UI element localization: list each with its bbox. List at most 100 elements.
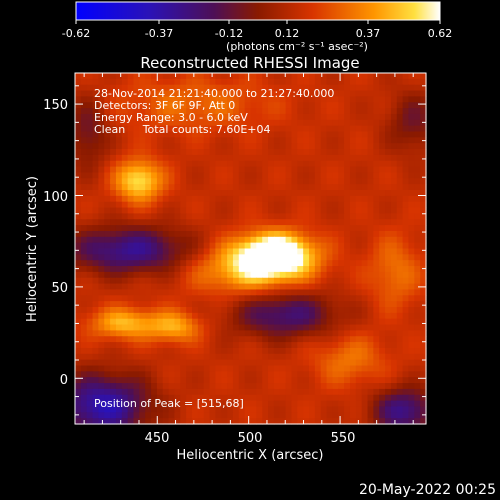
heatmap-cell xyxy=(344,266,351,273)
heatmap-cell xyxy=(80,213,88,220)
heatmap-cell xyxy=(174,347,181,355)
heatmap-cell xyxy=(279,342,287,349)
heatmap-cell xyxy=(379,388,386,396)
heatmap-cell xyxy=(285,108,293,115)
heatmap-cell xyxy=(285,353,293,361)
heatmap-cell xyxy=(145,342,152,349)
heatmap-cell xyxy=(203,336,211,343)
heatmap-cell xyxy=(268,73,275,80)
heatmap-cell xyxy=(133,219,140,226)
heatmap-cell xyxy=(121,307,129,314)
heatmap-cell xyxy=(75,248,82,255)
heatmap-cell xyxy=(414,195,421,203)
heatmap-cell xyxy=(285,102,293,109)
heatmap-cell xyxy=(303,178,310,185)
heatmap-cell xyxy=(197,283,205,291)
heatmap-cell xyxy=(104,184,111,191)
heatmap-cell xyxy=(227,195,234,203)
heatmap-cell xyxy=(297,412,304,419)
heatmap-cell xyxy=(390,394,398,402)
heatmap-cell xyxy=(262,377,269,384)
heatmap-cell xyxy=(121,266,129,273)
heatmap-cell xyxy=(80,342,88,349)
heatmap-cell xyxy=(349,289,357,296)
heatmap-cell xyxy=(121,90,129,97)
heatmap-cell xyxy=(209,336,216,343)
heatmap-cell xyxy=(303,236,310,244)
heatmap-cell xyxy=(162,400,170,408)
heatmap-cell xyxy=(273,125,281,133)
heatmap-cell xyxy=(355,342,363,349)
heatmap-cell xyxy=(209,277,216,285)
heatmap-cell xyxy=(402,190,410,197)
heatmap-cell xyxy=(361,225,369,232)
heatmap-cell xyxy=(168,178,176,185)
heatmap-cell xyxy=(121,242,129,250)
heatmap-cell xyxy=(408,330,415,337)
heatmap-cell xyxy=(244,184,252,191)
heatmap-cell xyxy=(162,330,170,337)
heatmap-cell xyxy=(338,108,345,115)
heatmap-cell xyxy=(273,277,281,285)
heatmap-cell xyxy=(379,73,386,80)
heatmap-cell xyxy=(344,289,351,296)
heatmap-cell xyxy=(361,219,369,226)
heatmap-cell xyxy=(92,195,99,203)
heatmap-cell xyxy=(215,131,222,138)
heatmap-cell xyxy=(390,160,398,168)
heatmap-cell xyxy=(221,137,228,144)
heatmap-cell xyxy=(390,406,398,413)
heatmap-cell xyxy=(390,266,398,273)
heatmap-cell xyxy=(115,394,123,402)
heatmap-cell xyxy=(338,195,345,203)
heatmap-cell xyxy=(180,119,187,127)
heatmap-cell xyxy=(297,347,304,355)
heatmap-cell xyxy=(98,347,105,355)
heatmap-cell xyxy=(151,412,158,419)
heatmap-cell xyxy=(390,184,398,191)
heatmap-cell xyxy=(297,166,304,174)
heatmap-cell xyxy=(373,412,380,419)
heatmap-cell xyxy=(361,289,369,296)
heatmap-cell xyxy=(221,225,228,232)
heatmap-cell xyxy=(320,119,328,127)
heatmap-cell xyxy=(250,330,257,337)
heatmap-cell xyxy=(215,119,222,127)
heatmap-cell xyxy=(244,289,252,296)
heatmap-cell xyxy=(314,359,322,367)
heatmap-cell xyxy=(145,248,152,255)
heatmap-cell xyxy=(209,383,216,390)
heatmap-cell xyxy=(92,137,99,144)
heatmap-cell xyxy=(291,201,298,209)
heatmap-cell xyxy=(268,277,275,285)
heatmap-cell xyxy=(127,201,135,209)
heatmap-cell xyxy=(110,318,117,326)
heatmap-cell xyxy=(379,371,386,378)
heatmap-cell xyxy=(303,330,310,337)
heatmap-cell xyxy=(186,131,193,138)
heatmap-cell xyxy=(285,248,293,255)
heatmap-cell xyxy=(314,119,322,127)
heatmap-cell xyxy=(110,195,117,203)
heatmap-cell xyxy=(291,295,298,302)
heatmap-cell xyxy=(186,84,193,92)
heatmap-cell xyxy=(262,307,269,314)
heatmap-cell xyxy=(390,166,398,174)
heatmap-cell xyxy=(344,225,351,232)
heatmap-cell xyxy=(156,371,164,378)
heatmap-cell xyxy=(396,137,404,144)
heatmap-cell xyxy=(232,96,240,103)
heatmap-cell xyxy=(227,113,234,121)
heatmap-cell xyxy=(133,172,140,179)
heatmap-cell xyxy=(262,113,269,121)
heatmap-cell xyxy=(268,201,275,209)
heatmap-cell xyxy=(75,149,82,156)
heatmap-cell xyxy=(221,271,228,279)
heatmap-cell xyxy=(414,277,421,285)
heatmap-cell xyxy=(303,184,310,191)
heatmap-cell xyxy=(344,353,351,361)
heatmap-cell xyxy=(385,383,392,390)
heatmap-cell xyxy=(396,347,404,355)
heatmap-cell xyxy=(355,166,363,174)
heatmap-cell xyxy=(133,113,140,121)
